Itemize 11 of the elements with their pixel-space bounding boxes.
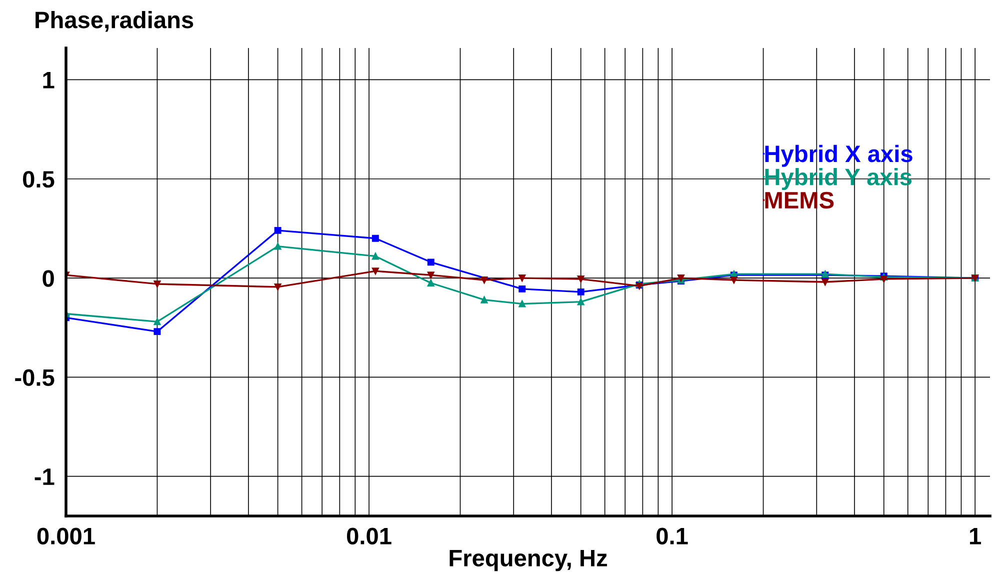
y-tick-label: 0 [42, 270, 54, 287]
x-axis-title: Frequency, Hz [450, 550, 607, 572]
y-tick-label: -1 [34, 468, 54, 485]
y-tick-label: -0.5 [15, 369, 54, 386]
y-tick-label: 0.5 [23, 170, 54, 188]
x-tick-label: 0.1 [656, 528, 688, 544]
x-tick-label: 1 [970, 528, 981, 544]
x-tick-label: 0.01 [346, 528, 392, 544]
x-tick-label: 0.001 [37, 528, 95, 544]
y-axis-title: Phase,radians [36, 10, 194, 32]
y-tick-label: 1 [43, 72, 54, 88]
